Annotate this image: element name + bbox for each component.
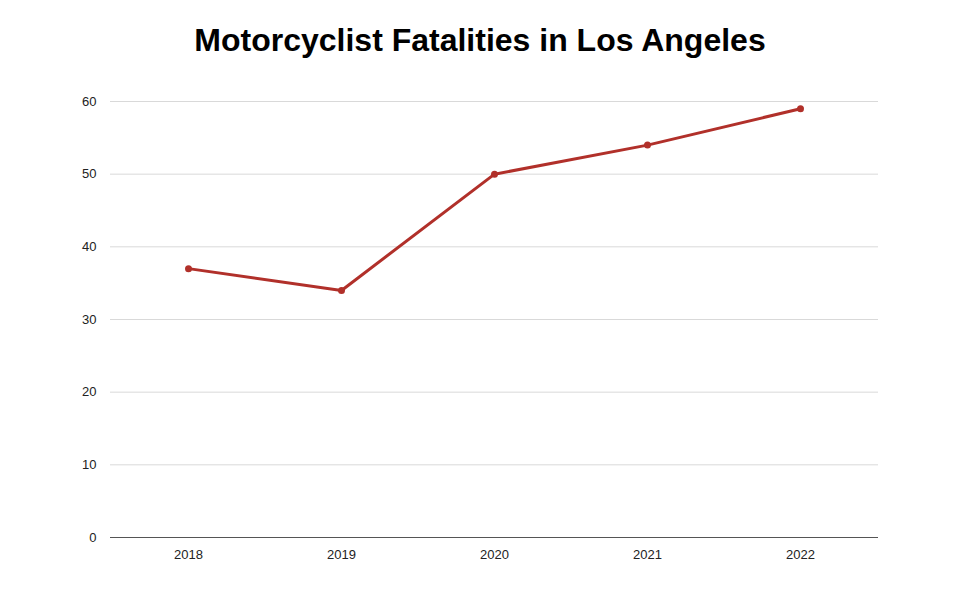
svg-text:2018: 2018 <box>174 547 203 562</box>
svg-text:50: 50 <box>82 166 96 181</box>
svg-text:40: 40 <box>82 239 96 254</box>
svg-text:20: 20 <box>82 384 96 399</box>
svg-text:60: 60 <box>82 94 96 109</box>
html-text:Motorcyclist Fatalities in Los: Motorcyclist Fatalities in Los Angeles <box>194 22 766 58</box>
svg-text:2021: 2021 <box>633 547 662 562</box>
svg-text:0: 0 <box>89 530 96 545</box>
svg-text:2019: 2019 <box>327 547 356 562</box>
svg-text:30: 30 <box>82 312 96 327</box>
svg-text:2022: 2022 <box>786 547 815 562</box>
svg-text:2020: 2020 <box>480 547 509 562</box>
svg-text:10: 10 <box>82 457 96 472</box>
